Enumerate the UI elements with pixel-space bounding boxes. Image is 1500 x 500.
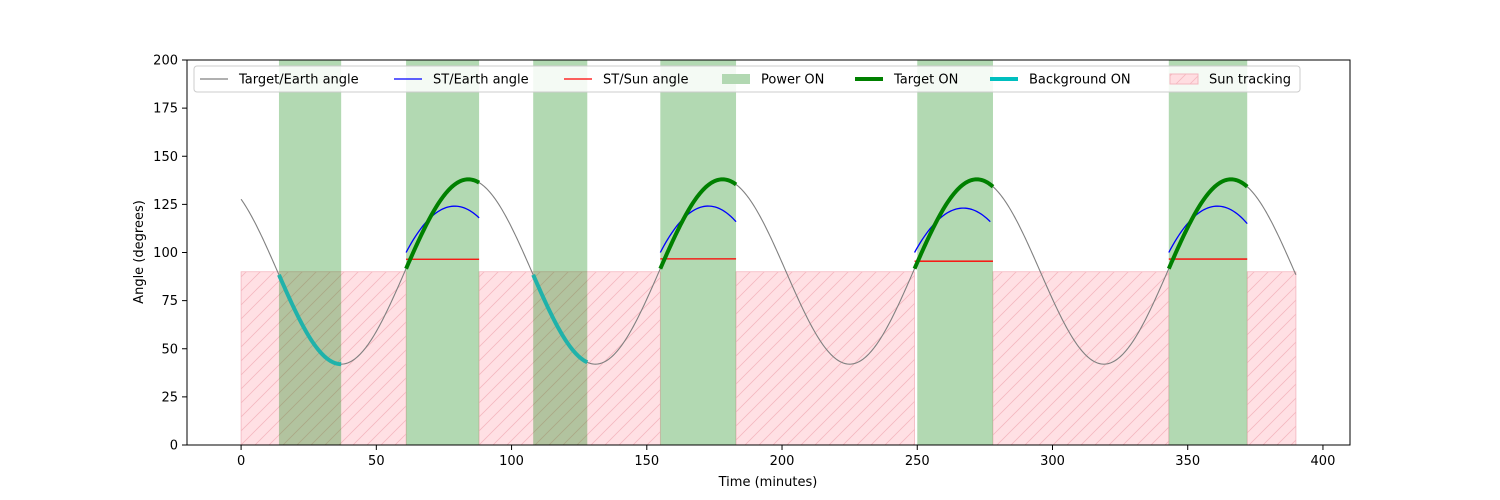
legend-swatch-3: [722, 74, 750, 84]
series-st-earth-segment-1: [659, 205, 737, 253]
target-on-highlight-0: [404, 177, 481, 270]
legend-label-6: Sun tracking: [1209, 73, 1291, 88]
y-tick-label-3: 75: [161, 294, 178, 309]
highlight-layer: [277, 177, 1249, 367]
y-axis: 0 25 50 75 100 125 150 175 200: [153, 54, 187, 454]
x-tick-label-2: 100: [499, 454, 524, 469]
target-on-highlight-3: [1166, 177, 1249, 270]
y-tick-label-4: 100: [153, 246, 178, 261]
legend-item-4: Target ON: [855, 73, 958, 88]
x-tick-label-8: 400: [1311, 454, 1336, 469]
sun-tracking-hatch-1: [478, 271, 661, 445]
legend-swatch-hatch-6: [1170, 74, 1198, 84]
legend-label-3: Power ON: [761, 73, 824, 88]
sun-tracking-hatch-0: [240, 271, 407, 445]
legend-item-0: Target/Earth angle: [200, 73, 359, 88]
y-tick-label-0: 0: [170, 439, 178, 454]
legend-label-5: Background ON: [1029, 73, 1131, 88]
series-st-earth-segment-0: [405, 205, 480, 253]
power-on-region-2: [533, 60, 588, 445]
sun-tracking-hatch-2: [735, 271, 915, 445]
y-tick-label-2: 50: [161, 342, 178, 357]
legend-label-0: Target/Earth angle: [238, 73, 359, 88]
target-on-highlight-1: [658, 177, 738, 270]
y-tick-label-1: 25: [161, 390, 178, 405]
power-on-region-0: [278, 60, 342, 445]
power-on-layer: [278, 60, 1248, 445]
x-tick-label-3: 150: [634, 454, 659, 469]
target-on-highlight-2: [912, 177, 995, 270]
sun-tracking-hatch-3: [992, 271, 1170, 445]
y-tick-label-7: 175: [153, 102, 178, 117]
y-axis-label: Angle (degrees): [132, 200, 147, 304]
legend: Target/Earth angle ST/Earth angle ST/Sun a…: [193, 65, 1301, 93]
background-on-highlight-0: [277, 274, 342, 367]
power-on-region-3: [660, 60, 737, 445]
power-on-region-1: [406, 60, 480, 445]
legend-item-1: ST/Earth angle: [394, 73, 529, 88]
legend-label-1: ST/Earth angle: [433, 73, 529, 88]
legend-item-3: Power ON: [722, 73, 824, 88]
legend-label-2: ST/Sun angle: [603, 73, 689, 88]
y-tick-label-5: 125: [153, 198, 178, 213]
x-axis: 0 50 100 150 200 250 300 350 400: [237, 445, 1335, 469]
y-tick-label-6: 150: [153, 150, 178, 165]
x-tick-label-4: 200: [770, 454, 795, 469]
legend-item-6: Sun tracking: [1169, 73, 1291, 88]
series-st-earth-segment-3: [1168, 205, 1248, 253]
x-tick-label-0: 0: [237, 454, 245, 469]
legend-item-2: ST/Sun angle: [564, 73, 689, 88]
sun-tracking-layer: [240, 271, 1297, 445]
x-tick-label-6: 300: [1040, 454, 1065, 469]
y-tick-label-8: 200: [153, 54, 178, 69]
sun-tracking-hatch-4: [1246, 271, 1297, 445]
power-on-region-5: [1168, 60, 1248, 445]
legend-label-4: Target ON: [893, 73, 958, 88]
background-on-highlight-1: [531, 274, 589, 365]
legend-item-5: Background ON: [990, 73, 1131, 88]
x-tick-label-1: 50: [368, 454, 385, 469]
x-axis-label: Time (minutes): [718, 475, 818, 490]
x-tick-label-7: 350: [1175, 454, 1200, 469]
power-on-region-4: [917, 60, 993, 445]
x-tick-label-5: 250: [905, 454, 930, 469]
series-st-earth-segment-2: [913, 207, 991, 253]
